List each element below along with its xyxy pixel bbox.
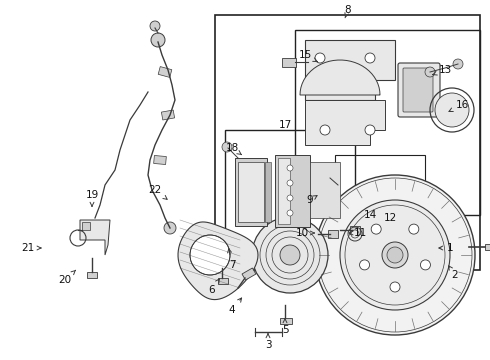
Circle shape	[287, 210, 293, 216]
Text: 2: 2	[449, 266, 458, 280]
Text: 8: 8	[344, 5, 351, 18]
Text: 22: 22	[148, 185, 167, 199]
Polygon shape	[305, 40, 395, 100]
Text: 5: 5	[282, 319, 288, 335]
Polygon shape	[161, 110, 174, 120]
Text: 11: 11	[349, 228, 367, 238]
Circle shape	[435, 93, 469, 127]
Circle shape	[151, 33, 165, 47]
Circle shape	[365, 125, 375, 135]
Bar	[282, 58, 296, 67]
Circle shape	[340, 200, 450, 310]
Text: 6: 6	[209, 279, 220, 295]
Bar	[280, 318, 292, 324]
Bar	[328, 230, 338, 238]
Circle shape	[315, 53, 325, 63]
Bar	[242, 268, 256, 280]
Text: 4: 4	[229, 298, 242, 315]
Circle shape	[453, 59, 463, 69]
Circle shape	[280, 245, 300, 265]
Bar	[295, 30, 480, 215]
Circle shape	[409, 224, 419, 234]
Circle shape	[360, 260, 369, 270]
Bar	[215, 15, 480, 270]
Text: 1: 1	[439, 243, 453, 253]
Text: 14: 14	[364, 210, 377, 220]
Text: 9: 9	[307, 195, 317, 205]
Text: 12: 12	[383, 213, 396, 223]
Circle shape	[315, 175, 475, 335]
Polygon shape	[154, 156, 166, 165]
Bar	[485, 244, 490, 250]
FancyBboxPatch shape	[398, 63, 440, 117]
Circle shape	[323, 170, 333, 180]
Circle shape	[287, 195, 293, 201]
Polygon shape	[300, 60, 380, 95]
Circle shape	[252, 217, 328, 293]
Polygon shape	[158, 67, 172, 77]
Circle shape	[382, 242, 408, 268]
Circle shape	[190, 235, 230, 275]
Text: 7: 7	[228, 249, 235, 270]
Circle shape	[390, 282, 400, 292]
Circle shape	[164, 222, 176, 234]
Bar	[275, 155, 310, 227]
Bar	[235, 158, 267, 226]
FancyBboxPatch shape	[403, 68, 433, 112]
Text: 15: 15	[298, 50, 317, 62]
Bar	[350, 226, 360, 234]
Polygon shape	[310, 162, 340, 218]
Text: 13: 13	[433, 65, 452, 75]
Bar	[218, 278, 228, 284]
Bar	[278, 158, 290, 224]
Polygon shape	[82, 222, 90, 230]
Polygon shape	[305, 100, 385, 145]
Circle shape	[365, 53, 375, 63]
Bar	[87, 272, 97, 278]
Text: 3: 3	[265, 334, 271, 350]
Text: 18: 18	[225, 143, 242, 155]
Text: 21: 21	[22, 243, 41, 253]
Bar	[265, 162, 271, 222]
Bar	[238, 162, 264, 222]
Bar	[225, 130, 355, 260]
Bar	[335, 155, 425, 210]
Circle shape	[222, 142, 232, 152]
Circle shape	[425, 67, 435, 77]
Circle shape	[387, 247, 403, 263]
Polygon shape	[178, 222, 258, 300]
Text: 16: 16	[449, 100, 468, 112]
Text: 20: 20	[58, 270, 75, 285]
Polygon shape	[80, 220, 110, 255]
Circle shape	[150, 21, 160, 31]
Circle shape	[351, 230, 359, 238]
Text: 17: 17	[278, 120, 292, 130]
Circle shape	[287, 165, 293, 171]
Text: 19: 19	[85, 190, 98, 206]
Circle shape	[287, 180, 293, 186]
Circle shape	[420, 260, 430, 270]
Circle shape	[320, 125, 330, 135]
Circle shape	[371, 224, 381, 234]
Text: 10: 10	[295, 228, 315, 238]
